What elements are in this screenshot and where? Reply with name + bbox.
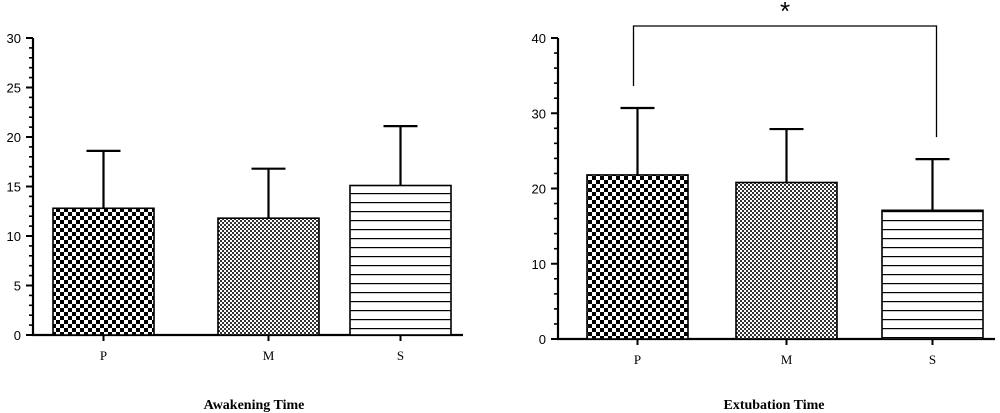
category-label: P (634, 352, 641, 367)
y-tick-label: 5 (14, 279, 21, 294)
awakening-time-chart: 0 5 10 15 20 25 30 P M S Awakening Time (7, 31, 463, 413)
chart-title: Awakening Time (204, 398, 305, 413)
y-tick-label: 40 (532, 31, 546, 46)
extubation-time-chart: 0 10 20 30 40 P M S * Extubation Time (532, 0, 995, 413)
category-label: P (100, 348, 107, 363)
significance-label: * (780, 0, 790, 26)
bar-p (52, 207, 155, 336)
category-label: M (263, 348, 275, 363)
chart-title: Extubation Time (723, 398, 824, 413)
y-tick-label: 30 (7, 31, 21, 46)
category-label: M (781, 352, 793, 367)
y-tick-label: 15 (7, 180, 21, 195)
category-label: S (397, 348, 404, 363)
y-tick-label: 25 (7, 81, 21, 96)
y-tick-label: 10 (7, 229, 21, 244)
bar-m (735, 181, 838, 340)
bar-s (349, 184, 452, 336)
y-tick-label: 10 (532, 257, 546, 272)
y-tick-label: 20 (532, 182, 546, 197)
bar-s (881, 209, 984, 340)
bar-m (217, 217, 320, 336)
category-label: S (929, 352, 936, 367)
y-tick-label: 0 (539, 332, 546, 347)
y-tick-label: 20 (7, 130, 21, 145)
y-tick-label: 0 (14, 328, 21, 343)
y-tick-label: 30 (532, 106, 546, 121)
bar-p (586, 174, 689, 340)
significance-bracket (632, 25, 938, 138)
